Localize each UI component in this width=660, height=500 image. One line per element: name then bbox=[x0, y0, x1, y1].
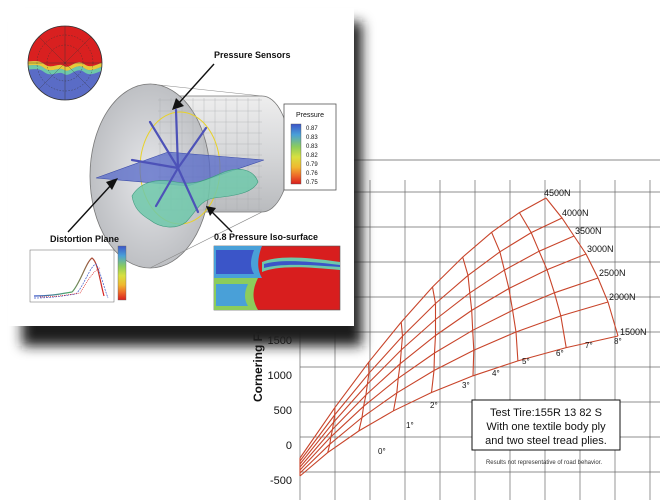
angle-label-7: 7° bbox=[585, 341, 593, 350]
legend-value-5: 0.79 bbox=[306, 162, 318, 168]
y-tick-minus-500: -500 bbox=[270, 475, 292, 487]
angle-label-0: 0° bbox=[378, 447, 386, 456]
chart-grid bbox=[299, 180, 660, 500]
legend-value-4: 0.82 bbox=[306, 153, 318, 159]
angle-label-5: 5° bbox=[522, 357, 530, 366]
angle-label-2: 2° bbox=[430, 401, 438, 410]
inset-contour-plot bbox=[213, 245, 341, 311]
legend-value-7: 0.75 bbox=[306, 180, 318, 186]
y-tick-0: 0 bbox=[286, 440, 292, 452]
load-label-1500: 1500N bbox=[620, 327, 647, 337]
callout-distortion-plane: Distortion Plane bbox=[50, 234, 119, 244]
slip-angle-curve-3 bbox=[392, 322, 404, 411]
callout-arrow-sensors bbox=[177, 63, 215, 105]
slip-angle-curve-7 bbox=[518, 212, 567, 348]
slip-angle-curve-8 bbox=[545, 197, 619, 337]
load-label-3500: 3500N bbox=[575, 226, 602, 236]
slip-angle-curve-6 bbox=[491, 232, 519, 361]
load-label-3000: 3000N bbox=[587, 244, 614, 254]
slip-angle-curve-2 bbox=[358, 362, 370, 432]
y-tick-500: 500 bbox=[274, 405, 292, 417]
load-label-2500: 2500N bbox=[599, 268, 626, 278]
legend-value-6: 0.76 bbox=[306, 171, 318, 177]
iso-surface bbox=[131, 169, 259, 228]
chart-footnote: Results not representative of road behav… bbox=[486, 460, 602, 466]
inset-line-chart bbox=[29, 245, 127, 303]
y-tick-1000: 1000 bbox=[268, 370, 292, 382]
duct-cylinder bbox=[89, 83, 291, 269]
callout-arrow-iso bbox=[211, 211, 233, 233]
angle-label-1: 1° bbox=[406, 421, 414, 430]
angle-label-3: 3° bbox=[462, 381, 470, 390]
slip-angle-curve-1 bbox=[327, 407, 336, 453]
info-line-1: Test Tire:155R 13 82 S bbox=[490, 407, 602, 419]
load-label-2000: 2000N bbox=[609, 292, 636, 302]
info-line-2: With one textile body ply bbox=[486, 421, 606, 433]
legend-value-2: 0.83 bbox=[306, 135, 318, 141]
angle-label-6: 6° bbox=[556, 349, 564, 358]
callout-arrow-plane bbox=[67, 183, 113, 233]
angle-label-4: 4° bbox=[492, 369, 500, 378]
load-label-4000: 4000N bbox=[562, 208, 589, 218]
load-label-4500: 4500N bbox=[544, 188, 571, 198]
test-tire-info-box bbox=[471, 399, 621, 451]
slip-angle-curve-4 bbox=[430, 286, 437, 393]
angle-label-8: 8° bbox=[614, 337, 622, 346]
chart-curves bbox=[299, 197, 619, 477]
legend-value-1: 0.87 bbox=[306, 126, 318, 132]
pressure-legend: Pressure 0.87 0.83 0.83 0.82 0.79 0.76 0… bbox=[283, 103, 337, 191]
callout-iso-surface: 0.8 Pressure Iso-surface bbox=[214, 232, 318, 242]
callout-pressure-sensors: Pressure Sensors bbox=[214, 50, 291, 60]
legend-title: Pressure bbox=[296, 112, 324, 119]
slip-angle-curve-5 bbox=[462, 256, 475, 376]
info-line-3: and two steel tread plies. bbox=[485, 435, 607, 447]
cfd-panel: Pressure Sensors Distortion Plane 0.8 Pr… bbox=[8, 8, 362, 346]
legend-value-3: 0.83 bbox=[306, 144, 318, 150]
